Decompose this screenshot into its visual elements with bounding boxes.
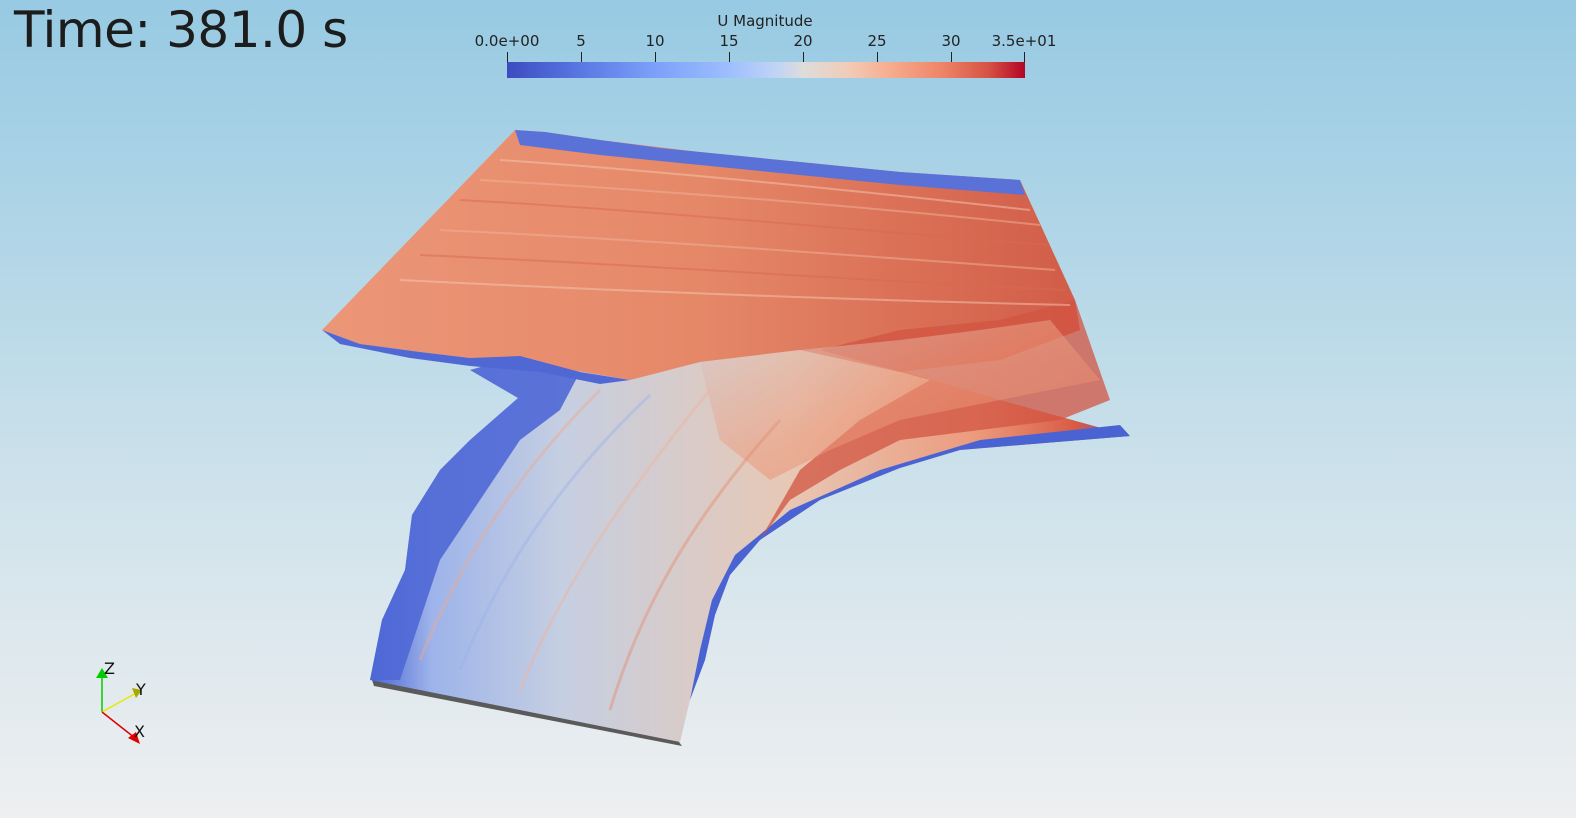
tick-mark [581,52,582,66]
tick-label: 3.5e+01 [991,32,1057,50]
upper-top-bank [515,130,1025,195]
axis-y-label: Y [136,680,146,699]
tick-mark [655,52,656,66]
scalar-bar-title: U Magnitude [717,12,813,30]
lower-left-bank [370,356,580,680]
tick-mark [803,52,804,66]
flow-streaks [399,159,1071,306]
orientation-axes [96,668,142,744]
tick-label: 30 [941,32,961,50]
scalar-bar[interactable]: U Magnitude 0.0e+00 5 10 15 20 25 30 3.5… [460,10,1080,86]
domain-edge [372,680,682,746]
tick-label: 5 [576,32,586,50]
tick-label: 0.0e+00 [474,32,540,50]
upper-channel-surface [322,130,1080,380]
time-label: Time: 381.0 s [14,1,348,59]
tick-label: 25 [867,32,887,50]
tick-mark [877,52,878,66]
mixing-zone [700,320,1100,480]
tick-mark [507,52,508,66]
axis-z-label: Z [104,659,115,678]
tick-label: 15 [719,32,739,50]
tick-label: 10 [645,32,665,50]
tick-mark [1024,52,1025,66]
lower-streaks [418,388,782,711]
tick-label: 20 [793,32,813,50]
colormap-gradient [507,62,1025,78]
tick-mark [951,52,952,66]
tick-mark [729,52,730,66]
axis-x-label: X [134,722,145,741]
upper-left-bank [322,330,630,384]
